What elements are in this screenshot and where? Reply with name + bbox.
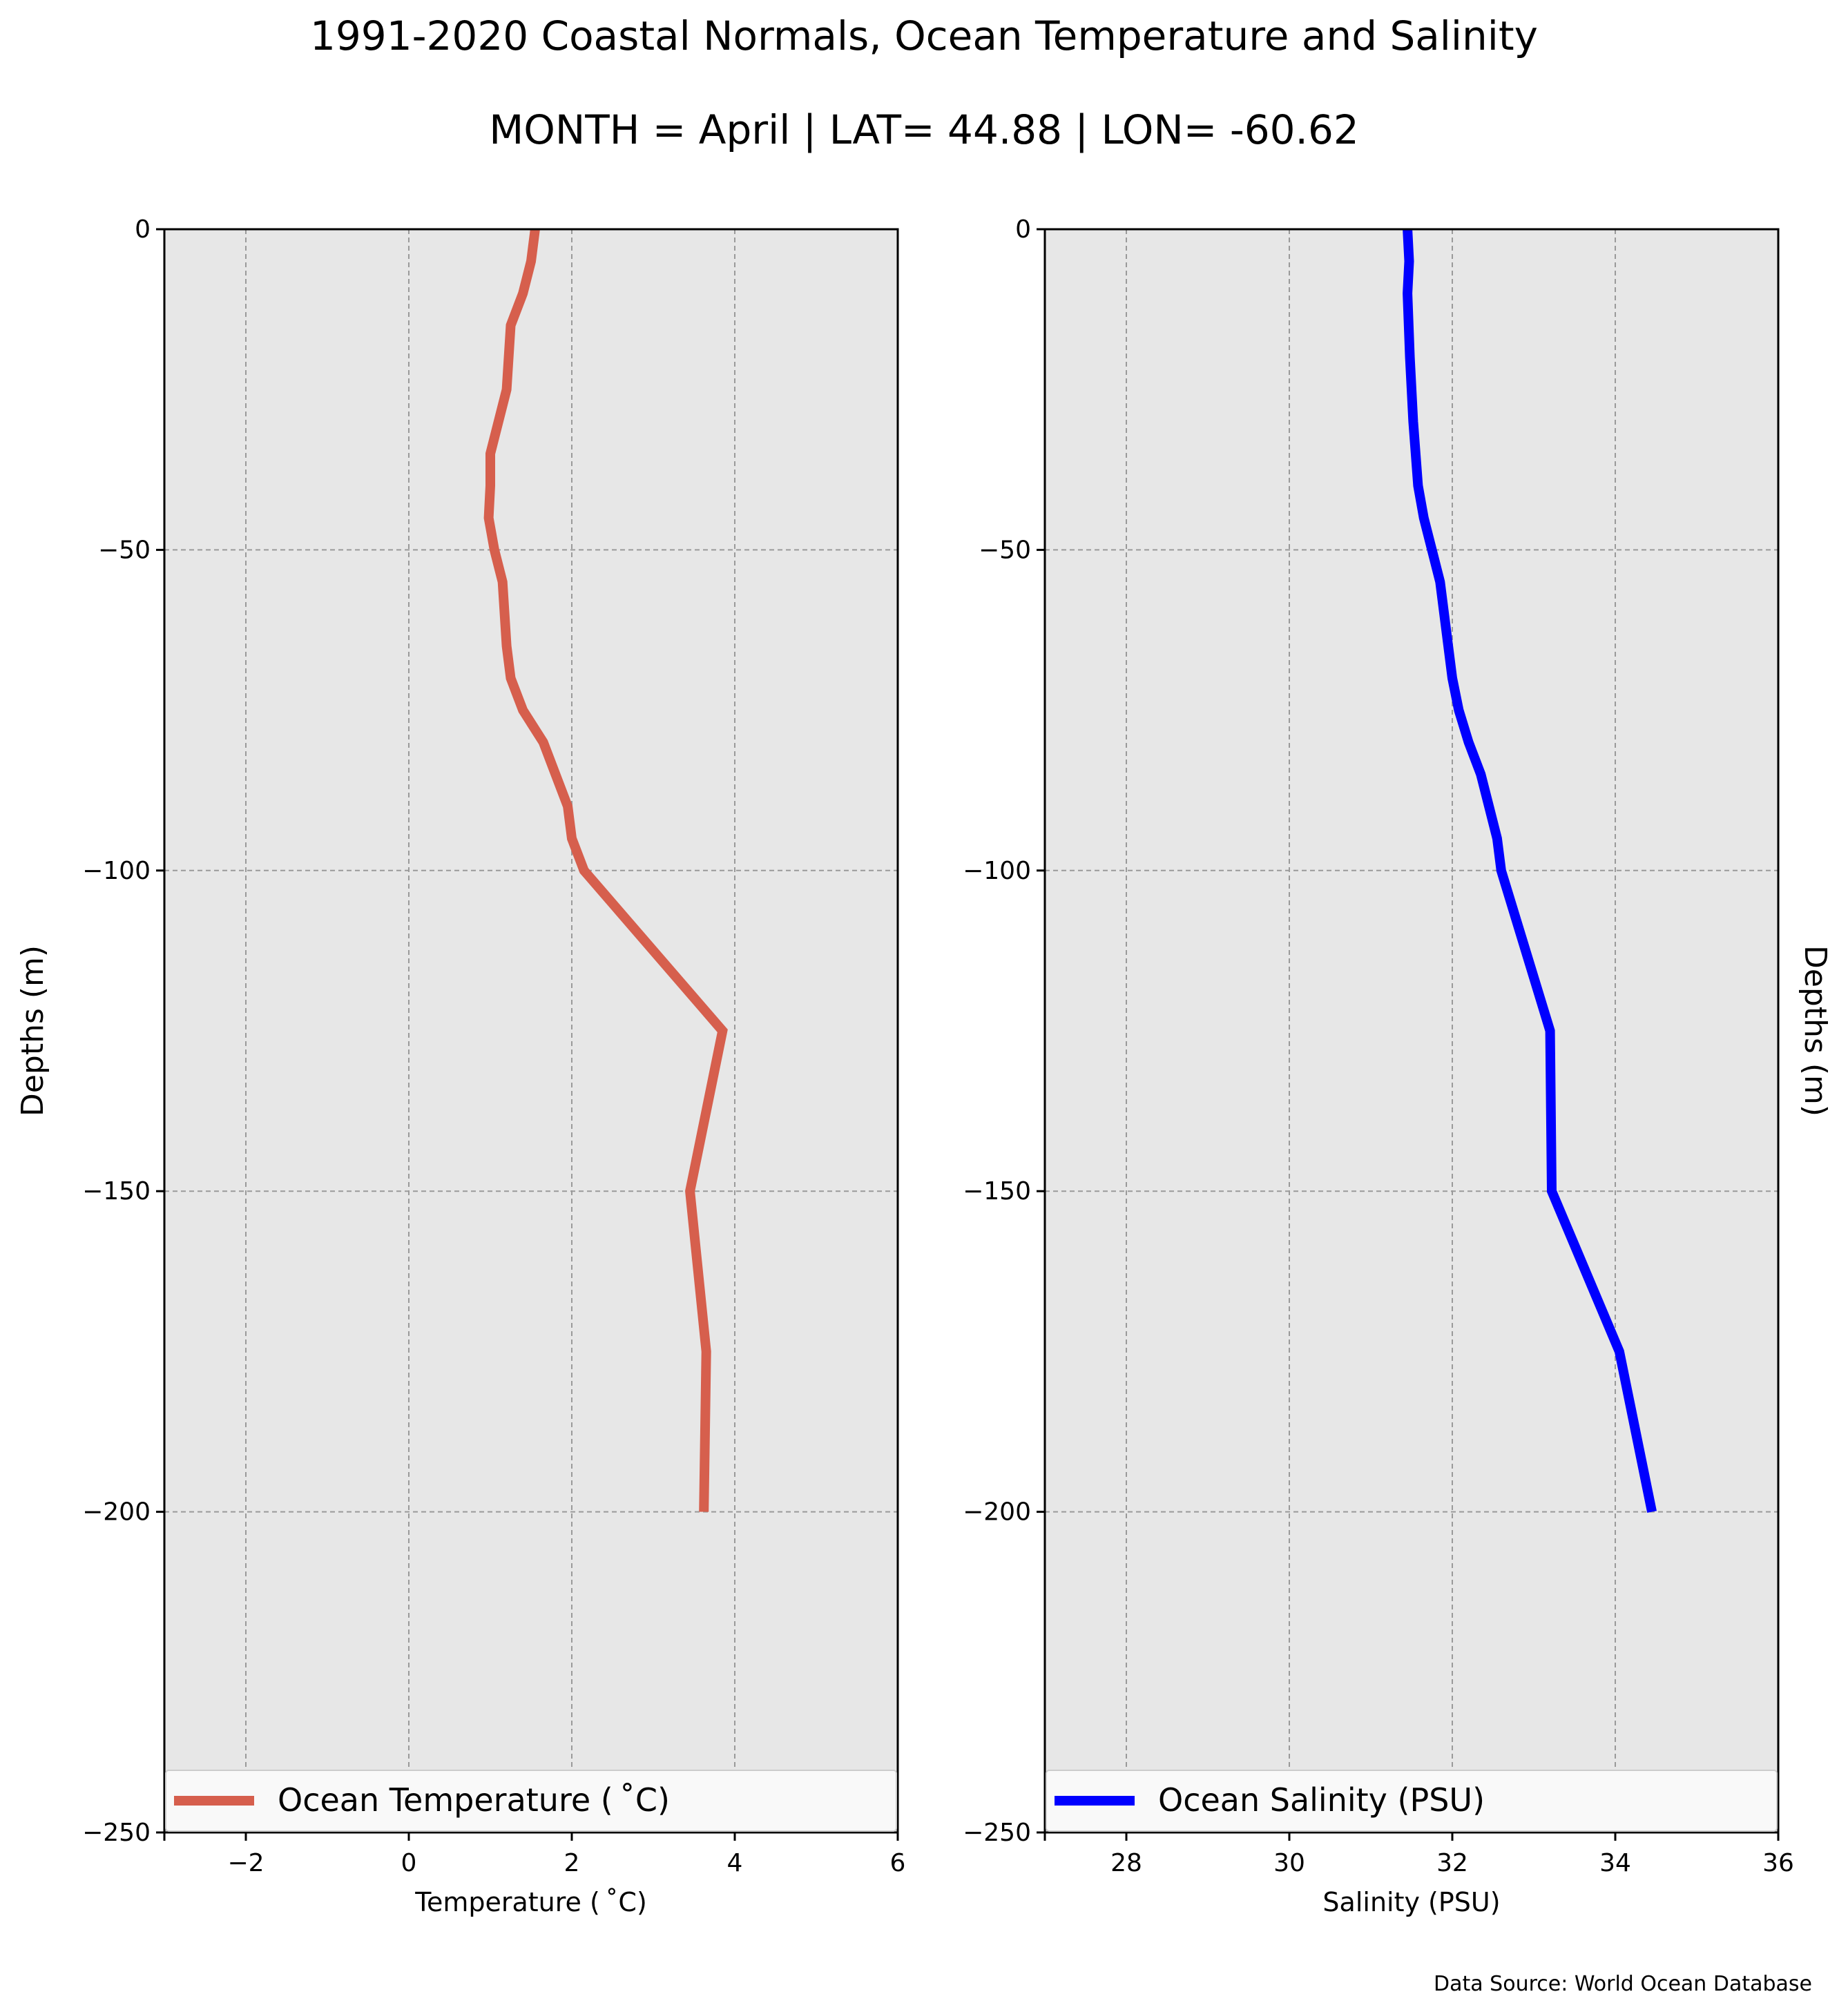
y-axis-label: Depths (m) [15, 945, 50, 1116]
x-tick-label: 36 [1762, 1849, 1794, 1877]
y-tick-label: −50 [98, 536, 151, 564]
legend-box [1046, 1770, 1778, 1832]
y-tick-label: −250 [82, 1819, 151, 1847]
chart-panel-2: 28 30 32 34 36 0 −50 −100 −150 −200 −250 Salinity (… [963, 215, 1833, 1917]
y-tick-label: −200 [963, 1498, 1031, 1527]
chart-panel-1: −2 0 2 4 6 0 −50 −100 −150 −200 −250 Temperature ( … [15, 215, 905, 1917]
y-tick-label: −150 [963, 1177, 1031, 1206]
x-tick-label: 2 [564, 1849, 580, 1877]
x-tick-label: 34 [1599, 1849, 1631, 1877]
y-tick-label: −250 [963, 1819, 1031, 1847]
legend-label: Ocean Temperature ( ˚C) [278, 1781, 670, 1819]
x-tick-label: 32 [1436, 1849, 1468, 1877]
legend-box [165, 1770, 897, 1832]
axes-frame [1043, 228, 1780, 1834]
legend: Ocean Temperature ( ˚C) [165, 1770, 897, 1832]
x-tick-label: 4 [727, 1849, 743, 1877]
x-axis-label: Temperature ( ˚C) [414, 1887, 647, 1917]
plot-area [164, 229, 898, 1832]
axes-frame [163, 228, 899, 1834]
legend-label: Ocean Salinity (PSU) [1158, 1781, 1485, 1819]
x-tick-label: 30 [1273, 1849, 1305, 1877]
y-tick-label: −150 [82, 1177, 151, 1206]
y-tick-label: −200 [82, 1498, 151, 1527]
legend: Ocean Salinity (PSU) [1046, 1770, 1778, 1832]
y-tick-label: −50 [979, 536, 1031, 564]
y-tick-label: −100 [82, 857, 151, 885]
series-line [483, 229, 728, 1512]
x-axis-label: Salinity (PSU) [1322, 1887, 1500, 1917]
x-tick-label: 28 [1110, 1849, 1142, 1877]
y-tick-label: −100 [963, 857, 1031, 885]
chart-subtitle: MONTH = April | LAT= 44.88 | LON= -60.62 [489, 106, 1359, 153]
x-tick-label: −2 [227, 1849, 264, 1877]
chart-title: 1991-2020 Coastal Normals, Ocean Tempera… [310, 12, 1538, 59]
x-tick-label: 6 [890, 1849, 906, 1877]
plot-area [1045, 229, 1778, 1832]
y-axis-label: Depths (m) [1798, 945, 1833, 1116]
y-tick-label: 0 [1015, 215, 1031, 244]
data-source-note: Data Source: World Ocean Database [1434, 1972, 1812, 1996]
series-line [1403, 229, 1657, 1513]
x-tick-label: 0 [401, 1849, 417, 1877]
y-tick-label: 0 [135, 215, 151, 244]
